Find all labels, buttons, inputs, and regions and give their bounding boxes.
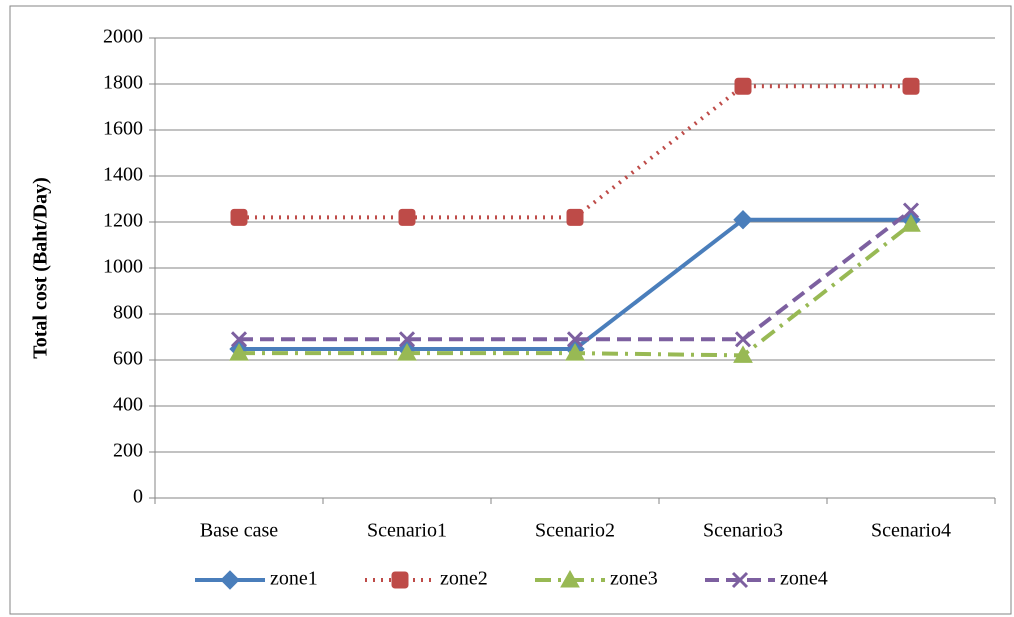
x-tick-label: Scenario2 xyxy=(535,520,615,542)
y-tick-label: 1600 xyxy=(103,118,143,140)
y-tick-label: 0 xyxy=(133,486,143,508)
y-tick-label: 200 xyxy=(113,440,143,462)
y-tick-label: 1000 xyxy=(103,256,143,278)
legend-label: zone4 xyxy=(780,568,828,590)
y-tick-label: 1800 xyxy=(103,72,143,94)
marker xyxy=(567,209,583,225)
y-tick-label: 1200 xyxy=(103,210,143,232)
y-axis-label: Total cost (Baht/Day) xyxy=(30,177,52,358)
y-tick-label: 2000 xyxy=(103,26,143,48)
marker xyxy=(903,78,919,94)
x-tick-label: Scenario1 xyxy=(367,520,447,542)
x-tick-label: Scenario3 xyxy=(703,520,783,542)
legend-label: zone1 xyxy=(270,568,318,590)
x-tick-label: Scenario4 xyxy=(871,520,951,542)
y-tick-label: 400 xyxy=(113,394,143,416)
chart-frame xyxy=(10,6,1011,614)
marker xyxy=(392,572,408,588)
legend-label: zone2 xyxy=(440,568,488,590)
chart: Total cost (Baht/Day) 0 200 400 600 800 1000 1… xyxy=(0,0,1014,617)
y-tick-label: 800 xyxy=(113,302,143,324)
marker xyxy=(399,209,415,225)
marker xyxy=(231,209,247,225)
y-tick-label: 1400 xyxy=(103,164,143,186)
marker xyxy=(735,78,751,94)
x-tick-label: Base case xyxy=(200,520,278,542)
legend-label: zone3 xyxy=(610,568,658,590)
y-tick-label: 600 xyxy=(113,348,143,370)
